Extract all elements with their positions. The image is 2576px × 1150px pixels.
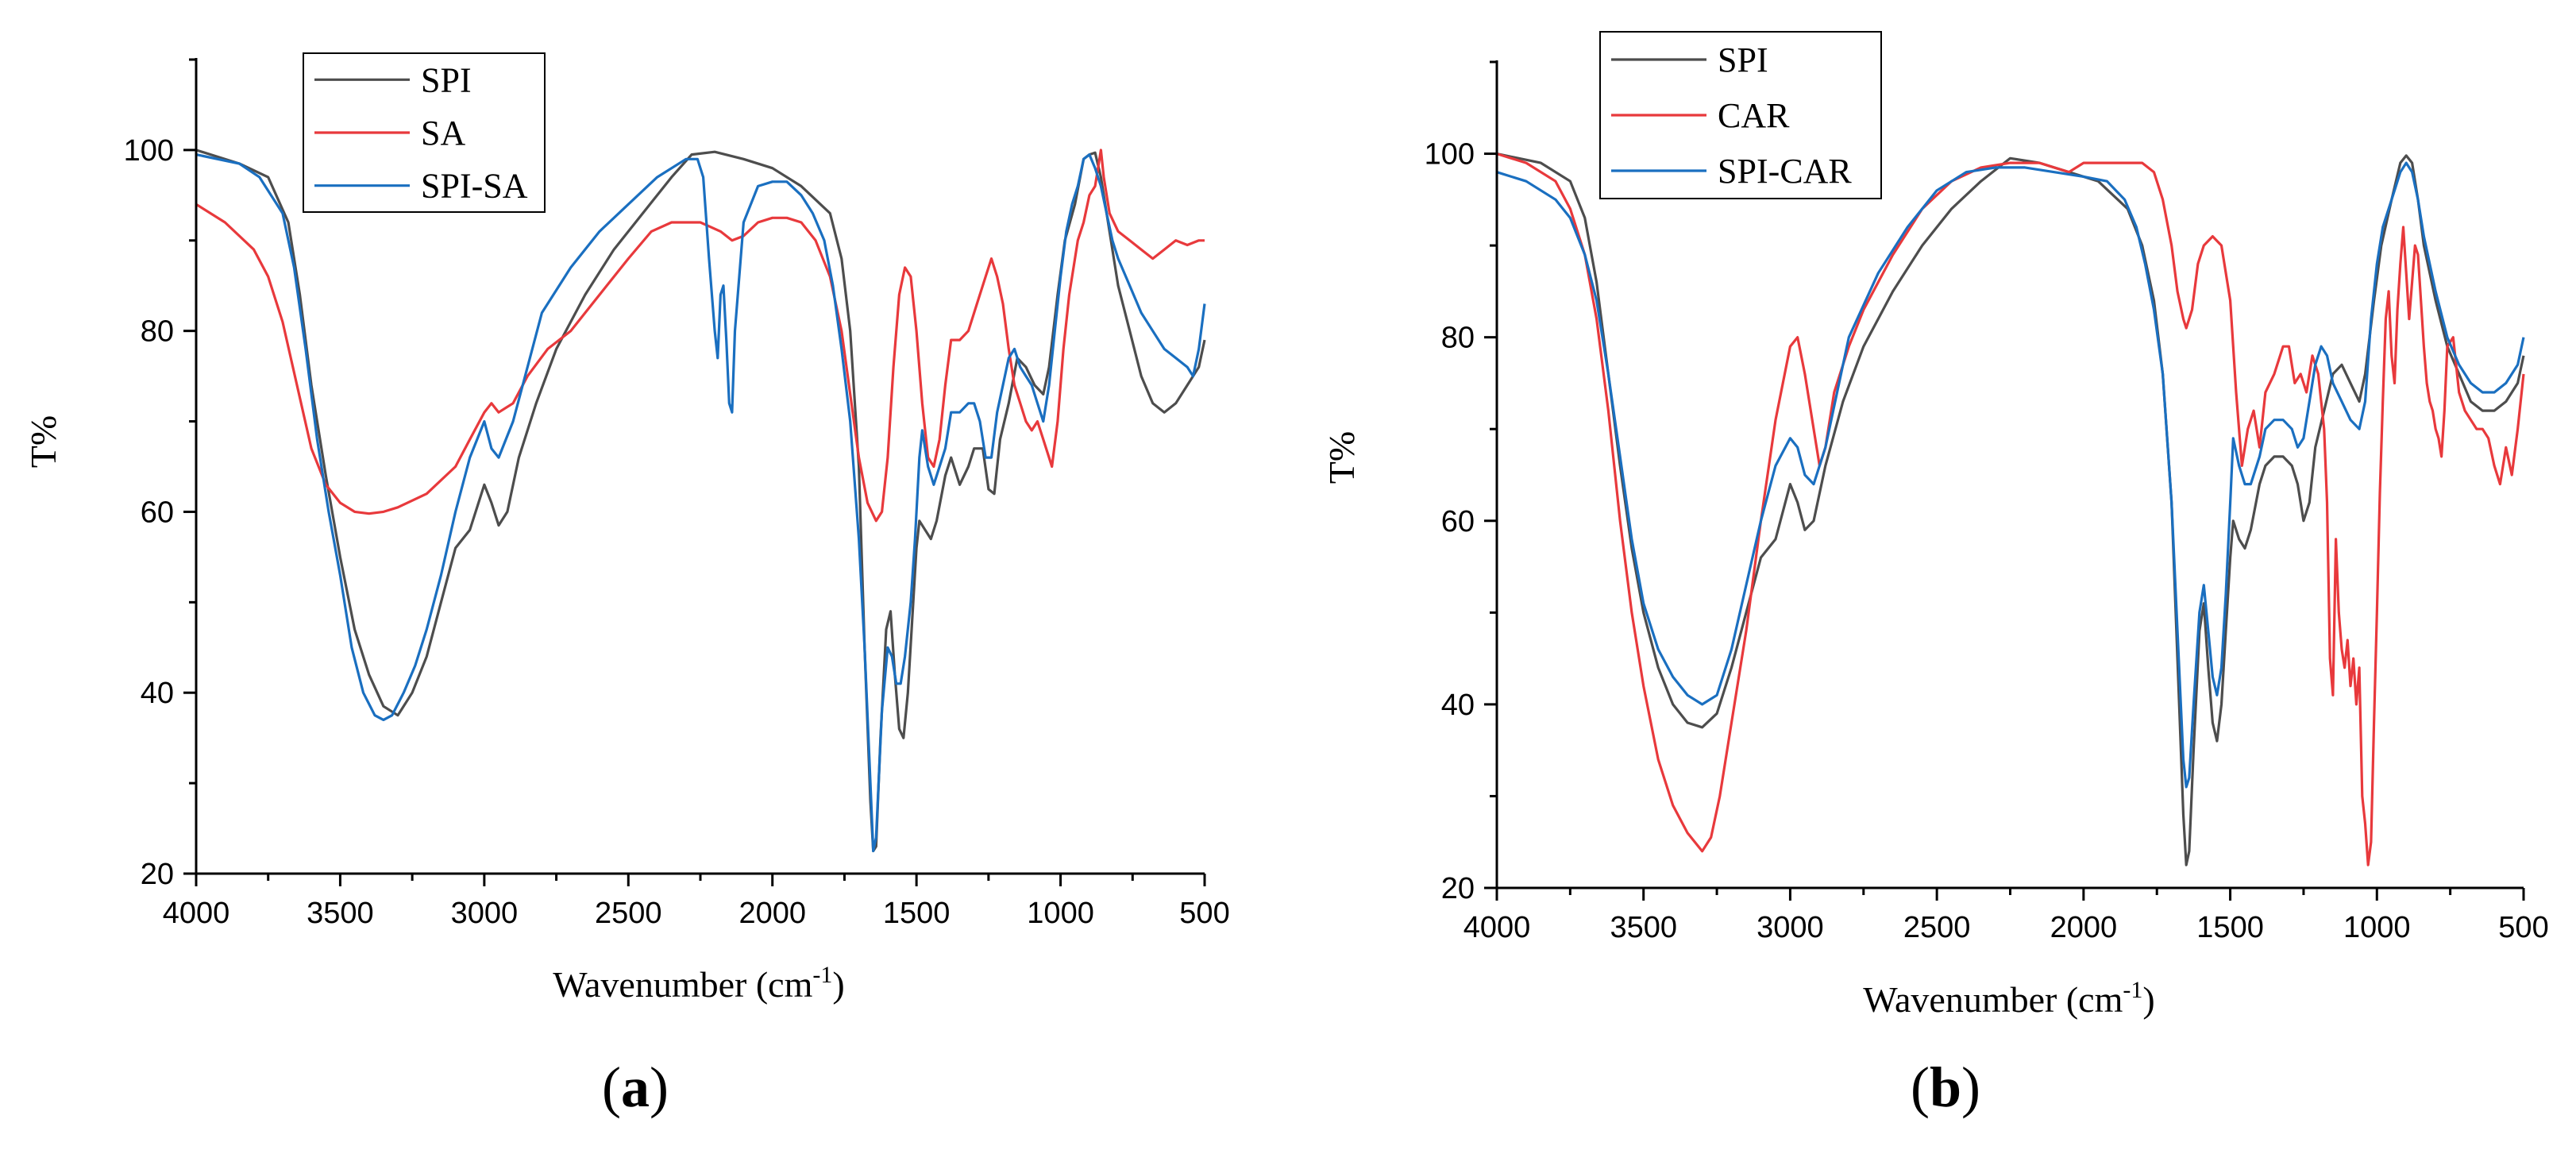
panel-a-legend-label-spi: SPI [421,60,472,99]
panel-a-series-spi-line [195,149,1206,853]
panel-a-y-axis-title: T% [23,415,64,468]
panel-a-x-tick-label: 3500 [307,897,374,930]
panel-a-x-tick-label: 500 [1179,897,1229,930]
panel-a-series-spi-sa-line [195,153,1206,853]
panel-a-y-tick-label: 20 [141,858,174,891]
panel-b-x-tick-label: 2500 [1903,911,1971,944]
panel-a-x-tick-label: 2500 [595,897,662,930]
panel-a-x-axis-title: Wavenumber (cm-1) [553,962,844,1005]
panel-a-axes [183,58,1206,886]
panel-a-tick-labels: 4000 3500 3000 2500 2000 1500 1000 500 20 40 60 80 1… [124,134,1230,930]
panel-a-y-tick-label: 80 [141,315,174,349]
panel-b-x-axis-title: Wavenumber (cm-1) [1863,977,2154,1020]
panel-a-y-tick-label: 100 [124,134,174,168]
panel-a-x-tick-label: 1500 [883,897,951,930]
panel-b-series-spi-car-line [1496,161,2525,789]
panel-a-x-tick-label: 4000 [163,897,230,930]
panel-b-legend-label-spi-car: SPI-CAR [1718,152,1852,191]
panel-b-x-tick-label: 3000 [1757,911,1824,944]
panel-b-series-car-line [1496,152,2525,866]
panel-b-x-tick-label: 1500 [2196,911,2264,944]
panel-a-x-tick-label: 2000 [738,897,806,930]
panel-b-label: (b) [1911,1055,1980,1119]
panel-b-x-tick-label: 3500 [1610,911,1677,944]
panel-b-x-tick-label: 500 [2498,911,2548,944]
panel-b-y-tick-label: 60 [1441,505,1475,538]
panel-a-x-tick-label: 3000 [451,897,519,930]
panel-a-legend: SPI SA SPI-SA [303,52,546,213]
panel-a-series-sa-line [195,149,1205,523]
panel-a-legend-label-spi-sa: SPI-SA [421,167,528,206]
panel-b-legend: SPI CAR SPI-CAR [1599,31,1882,199]
panel-b-legend-label-car: CAR [1718,96,1790,135]
panel-b-y-tick-label: 80 [1441,322,1475,355]
panel-b-x-tick-label: 4000 [1463,911,1531,944]
panel-a-series [195,149,1206,853]
panel-b-y-axis-title: T% [1321,431,1362,484]
panel-b: 4000 3500 3000 2500 2000 1500 1000 500 20 40 60 80 1… [1321,31,2549,1119]
panel-a-legend-label-sa: SA [421,114,465,152]
panel-b-y-tick-label: 40 [1441,689,1475,722]
panel-b-y-tick-label: 20 [1441,872,1475,905]
panel-a-y-tick-label: 60 [141,496,174,529]
panel-b-legend-label-spi: SPI [1718,41,1768,79]
panel-a-x-tick-label: 1000 [1027,897,1094,930]
panel-a-label: (a) [602,1055,669,1119]
panel-b-x-tick-label: 2000 [2050,911,2118,944]
panel-a: 4000 3500 3000 2500 2000 1500 1000 500 20 40 60 80 1… [23,52,1230,1119]
panel-b-axes [1484,60,2525,901]
panel-b-y-tick-label: 100 [1425,138,1475,172]
panel-b-x-tick-label: 1000 [2343,911,2411,944]
panel-b-series-spi-line [1496,152,2525,866]
panel-b-series [1496,152,2525,866]
panel-a-y-tick-label: 40 [141,677,174,710]
panel-b-tick-labels: 4000 3500 3000 2500 2000 1500 1000 500 20 40 60 80 1… [1425,138,2549,944]
